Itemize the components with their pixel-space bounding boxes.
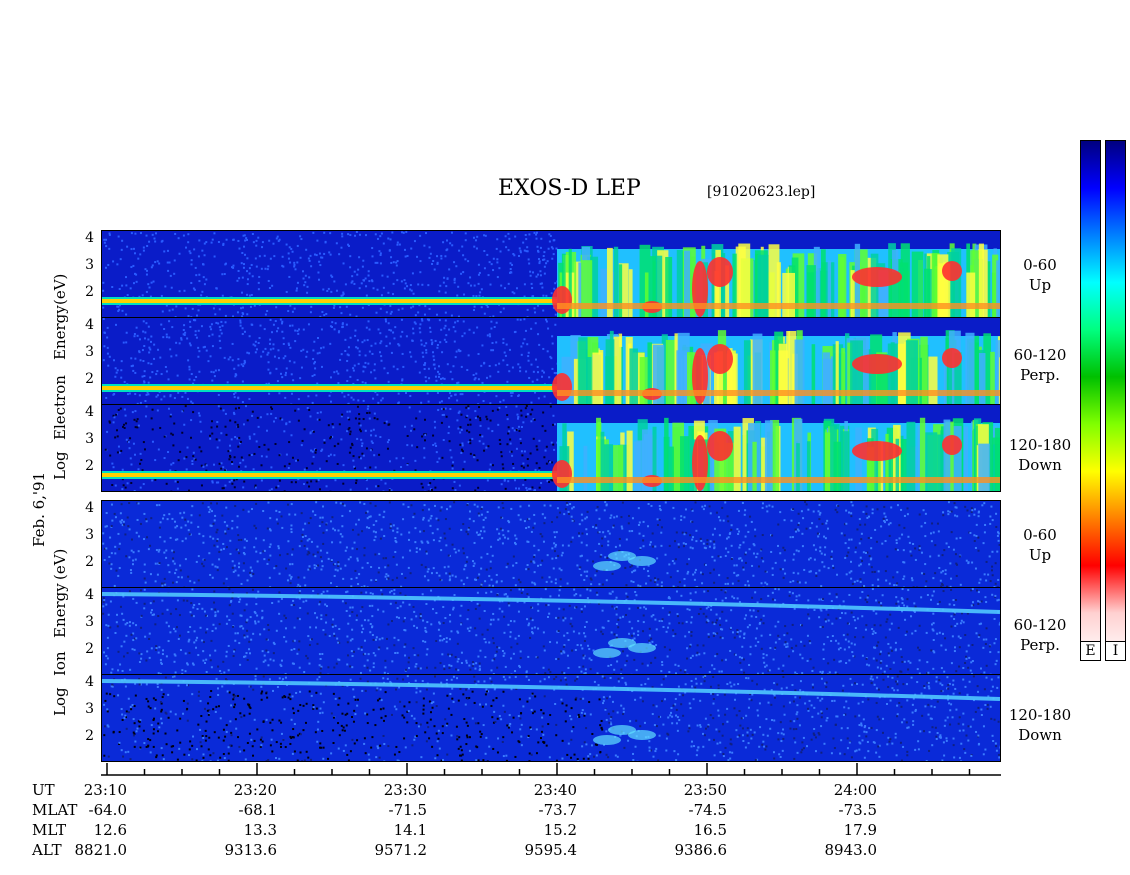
panel-label-e-perp: 60-120 Perp. — [1013, 346, 1067, 384]
spectrogram-electron-120-180 — [101, 404, 1001, 492]
orbit-value: 23:10 — [83, 781, 127, 799]
ion-species-label: Ion — [51, 651, 69, 676]
orbit-value: 23:20 — [233, 781, 277, 799]
y-tick-label: 4 — [85, 404, 94, 420]
orbit-value: 9595.4 — [524, 841, 578, 859]
colorbar-ion — [1105, 140, 1126, 661]
orbit-value: 15.2 — [543, 821, 577, 839]
spectrogram-ion-0-60 — [101, 500, 1001, 588]
y-tick-label: 2 — [85, 371, 94, 387]
y-tick-label: 4 — [85, 230, 94, 246]
y-tick-label: 2 — [85, 728, 94, 744]
orbit-value: 23:40 — [533, 781, 577, 799]
orbit-value: 9386.6 — [674, 841, 728, 859]
orbit-value: 9313.6 — [224, 841, 278, 859]
panel-label-e-down: 120-180 Down — [1008, 436, 1072, 474]
orbit-value: 14.1 — [393, 821, 427, 839]
electron-log-label: Log — [51, 451, 69, 480]
y-tick-label: 3 — [85, 344, 94, 360]
y-tick-label: 4 — [85, 674, 94, 690]
orbit-value: 13.3 — [243, 821, 277, 839]
colorbar-electron — [1080, 140, 1101, 661]
orbit-value: 8943.0 — [824, 841, 878, 859]
orbit-value: -68.1 — [238, 801, 277, 819]
y-tick-label: 4 — [85, 317, 94, 333]
ion-energy-unit-label: (eV) — [51, 548, 69, 580]
colorbar-ion-label: I — [1105, 641, 1126, 661]
y-tick-label: 4 — [85, 587, 94, 603]
panel-label-i-perp: 60-120 Perp. — [1013, 616, 1067, 654]
spectrogram-ion-60-120 — [101, 587, 1001, 675]
orbit-value: 12.6 — [93, 821, 127, 839]
panel-label-e-up: 0-60 Up — [1023, 256, 1057, 294]
orbit-value: 8821.0 — [74, 841, 128, 859]
orbit-value: 17.9 — [843, 821, 877, 839]
spectrogram-electron-0-60 — [101, 230, 1001, 318]
plot-title: EXOS-D LEP — [498, 176, 641, 201]
electron-species-label: Electron — [51, 375, 69, 440]
ion-energy-label: Energy — [51, 583, 69, 638]
y-tick-label: 2 — [85, 641, 94, 657]
orbit-value: -73.7 — [538, 801, 577, 819]
y-tick-label: 2 — [85, 554, 94, 570]
orbit-row-label: MLT — [32, 821, 67, 839]
y-tick-label: 2 — [85, 284, 94, 300]
panel-label-i-down: 120-180 Down — [1008, 706, 1072, 744]
y-tick-label: 2 — [85, 458, 94, 474]
orbit-value: -73.5 — [838, 801, 877, 819]
electron-energy-unit-label: (eV) — [51, 273, 69, 305]
y-tick-label: 4 — [85, 500, 94, 516]
orbit-value: 9571.2 — [374, 841, 428, 859]
orbit-row-label: MLAT — [32, 801, 78, 819]
orbit-row-label: ALT — [32, 841, 62, 859]
panel-label-i-up: 0-60 Up — [1023, 526, 1057, 564]
electron-energy-label: Energy — [51, 305, 69, 360]
orbit-value: -74.5 — [688, 801, 727, 819]
date-label: Feb. 6,'91 — [30, 471, 48, 547]
y-tick-label: 3 — [85, 614, 94, 630]
spectrogram-ion-120-180 — [101, 674, 1001, 762]
orbit-value: 16.5 — [693, 821, 727, 839]
orbit-value: 24:00 — [833, 781, 877, 799]
y-tick-label: 3 — [85, 701, 94, 717]
file-name: [91020623.lep] — [707, 184, 816, 200]
spectrogram-electron-60-120 — [101, 317, 1001, 405]
ion-log-label: Log — [51, 687, 69, 716]
orbit-value: 23:50 — [683, 781, 727, 799]
y-tick-label: 3 — [85, 431, 94, 447]
y-tick-label: 3 — [85, 527, 94, 543]
orbit-value: -71.5 — [388, 801, 427, 819]
orbit-value: -64.0 — [88, 801, 127, 819]
time-axis — [101, 763, 1001, 776]
colorbar-electron-label: E — [1080, 641, 1101, 661]
orbit-row-label: UT — [32, 781, 55, 799]
orbit-value: 23:30 — [383, 781, 427, 799]
y-tick-label: 3 — [85, 257, 94, 273]
